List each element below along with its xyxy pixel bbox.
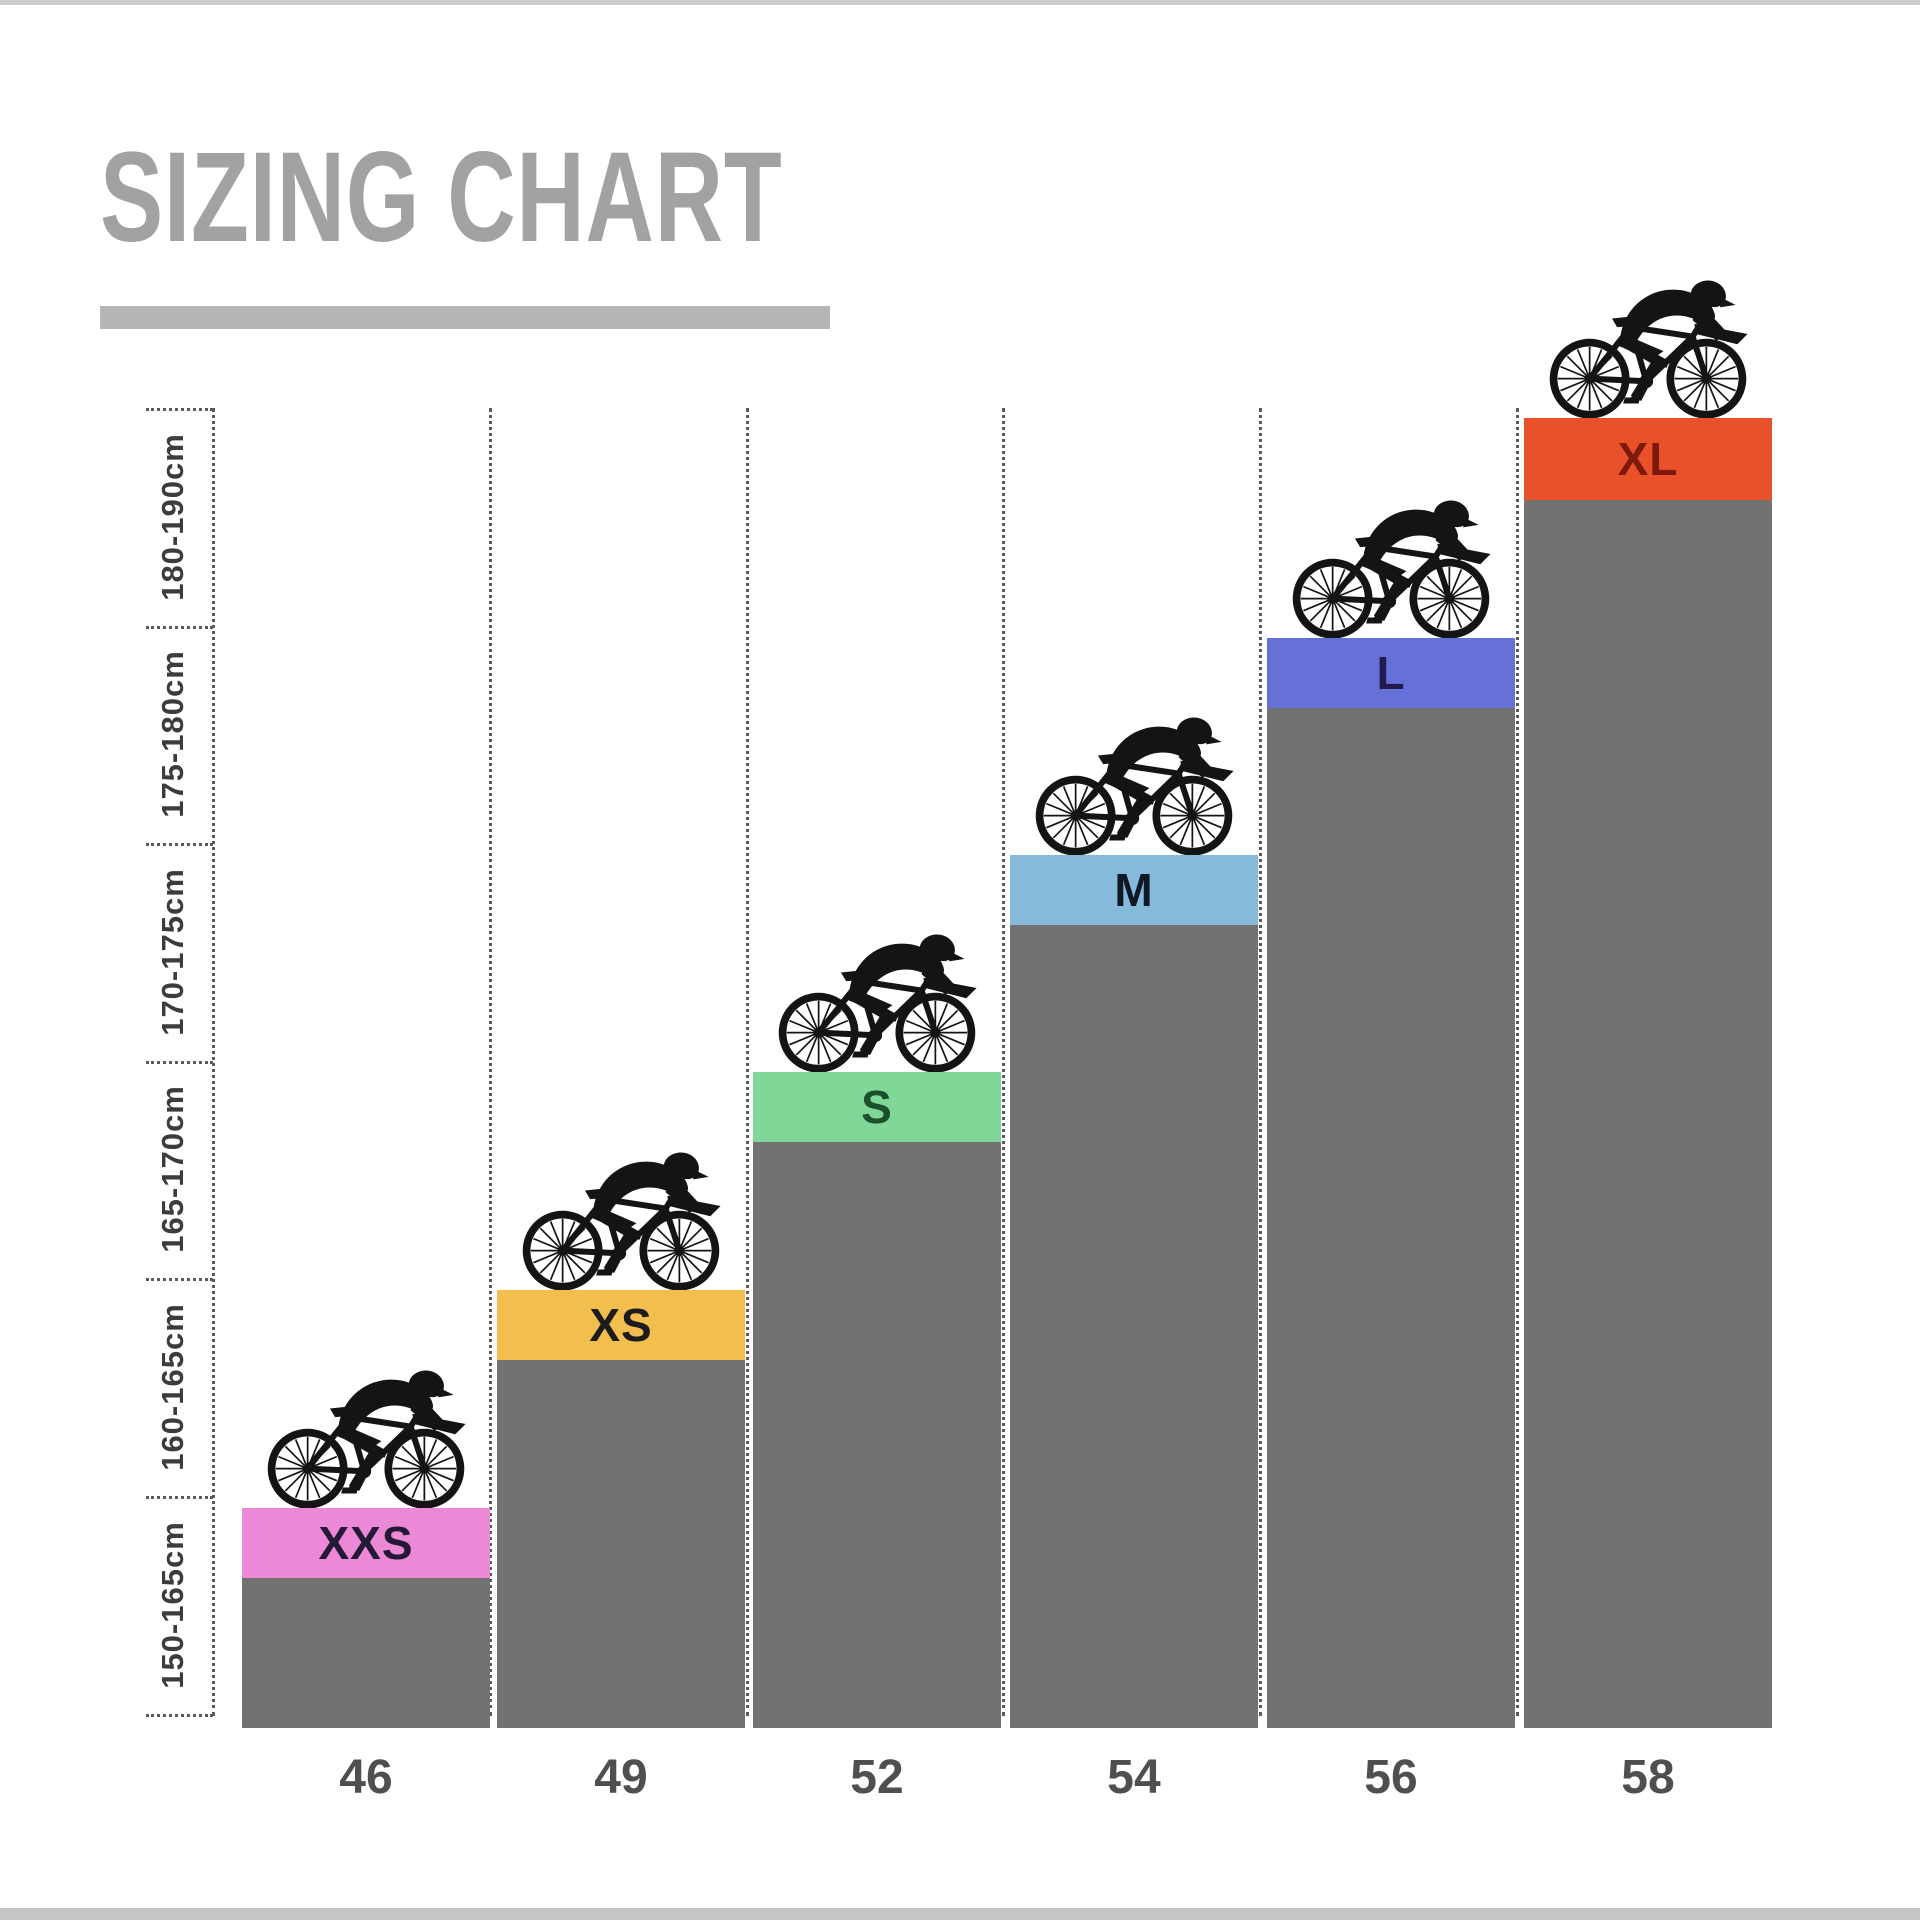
y-axis-tick — [146, 1278, 213, 1281]
size-cap-label: L — [1376, 647, 1406, 699]
title-underline — [100, 306, 830, 329]
y-axis-tick — [146, 626, 213, 629]
bar-body — [497, 1360, 745, 1728]
size-bar-58: XL 58 — [1524, 418, 1772, 1804]
y-axis-tick — [146, 1714, 213, 1717]
y-axis-tick — [146, 408, 213, 411]
size-cap-label: M — [1114, 864, 1154, 916]
x-axis-label: 58 — [1621, 1751, 1675, 1804]
x-axis-label: 52 — [850, 1751, 904, 1804]
size-cap-label: XXS — [318, 1517, 414, 1569]
top-edge-strip — [0, 0, 1920, 5]
size-cap: S — [753, 1072, 1001, 1142]
y-axis-label: 170-175cm — [155, 868, 190, 1036]
y-axis-label: 175-180cm — [155, 650, 190, 818]
size-cap-label: XS — [589, 1299, 653, 1351]
bar-body — [242, 1578, 490, 1728]
column-separator — [1002, 408, 1005, 1716]
y-axis-label: 165-170cm — [155, 1085, 190, 1253]
cyclist-icon — [263, 1338, 469, 1510]
column-separator — [1259, 408, 1262, 1716]
bar-body — [1010, 925, 1258, 1728]
x-axis-label: 46 — [339, 1751, 393, 1804]
column-separator — [1516, 408, 1519, 1716]
bottom-edge-strip — [0, 1908, 1920, 1920]
size-bar-52: S 52 — [753, 1072, 1001, 1804]
y-axis-label: 180-190cm — [155, 433, 190, 601]
cyclist-icon — [1545, 248, 1751, 420]
y-axis-tick — [146, 1496, 213, 1499]
bar-body — [1267, 708, 1515, 1728]
size-bar-56: L 56 — [1267, 638, 1515, 1804]
bar-body — [1524, 500, 1772, 1728]
size-cap: M — [1010, 855, 1258, 925]
size-cap-label: S — [861, 1081, 893, 1133]
cyclist-icon — [1031, 685, 1237, 857]
cyclist-icon — [518, 1120, 724, 1292]
y-axis-line — [212, 408, 215, 1716]
size-cap: L — [1267, 638, 1515, 708]
x-axis-label: 56 — [1364, 1751, 1418, 1804]
size-cap-label: XL — [1617, 433, 1679, 485]
y-axis-label: 160-165cm — [155, 1303, 190, 1471]
y-axis-label: 150-165cm — [155, 1521, 190, 1689]
cyclist-icon — [1288, 468, 1494, 640]
size-bar-54: M 54 — [1010, 855, 1258, 1804]
bar-body — [753, 1142, 1001, 1728]
size-cap: XS — [497, 1290, 745, 1360]
size-cap: XXS — [242, 1508, 490, 1578]
cyclist-icon — [774, 902, 980, 1074]
size-bar-49: XS 49 — [497, 1290, 745, 1804]
size-cap: XL — [1524, 418, 1772, 500]
column-separator — [489, 408, 492, 1716]
y-axis-tick — [146, 1061, 213, 1064]
page-title: SIZING CHART — [100, 126, 783, 269]
column-separator — [746, 408, 749, 1716]
y-axis-tick — [146, 843, 213, 846]
size-bar-46: XXS 46 — [242, 1508, 490, 1804]
x-axis-label: 49 — [594, 1751, 648, 1804]
x-axis-label: 54 — [1107, 1751, 1161, 1804]
